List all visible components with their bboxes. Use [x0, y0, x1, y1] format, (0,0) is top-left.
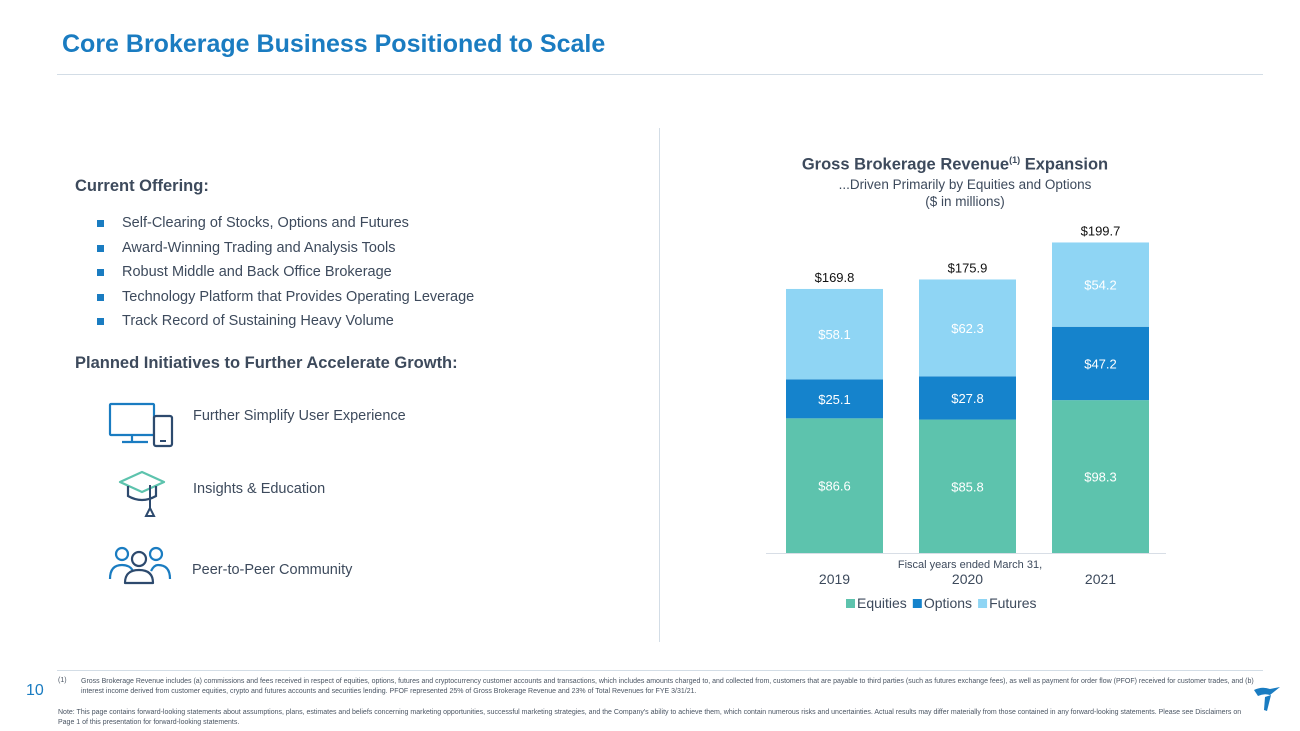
- data-label: $86.6: [818, 479, 851, 494]
- community-icon: [108, 546, 172, 585]
- list-item: Robust Middle and Back Office Brokerage: [97, 261, 474, 286]
- footnote-marker: (1): [58, 677, 67, 684]
- legend-swatch: [912, 599, 922, 608]
- data-label: $54.2: [1084, 278, 1117, 293]
- list-item: Self-Clearing of Stocks, Options and Fut…: [97, 212, 474, 237]
- list-item: Track Record of Sustaining Heavy Volume: [97, 310, 474, 335]
- bullet-icon: [97, 244, 104, 252]
- page-title: Core Brokerage Business Positioned to Sc…: [62, 30, 606, 58]
- legend-label: Equities: [857, 595, 907, 611]
- bar-segment-equities: [919, 419, 1016, 553]
- data-label: $98.3: [1084, 470, 1117, 485]
- data-label: $27.8: [951, 391, 984, 406]
- current-offering-list: Self-Clearing of Stocks, Options and Fut…: [97, 212, 474, 335]
- bullet-icon: [97, 293, 104, 301]
- bar-segment-options: [786, 379, 883, 419]
- bar-segment-options: [1052, 326, 1149, 401]
- footnote-text: Gross Brokerage Revenue includes (a) com…: [81, 678, 1254, 695]
- total-label: $169.8: [815, 270, 855, 285]
- total-label: $175.9: [948, 260, 988, 275]
- x-tick-label: 2021: [1085, 571, 1116, 587]
- x-tick-label: 2020: [952, 571, 983, 587]
- disclaimer-note: Note: This page contains forward-looking…: [58, 709, 1242, 726]
- devices-icon: [108, 402, 174, 448]
- legend-label: Futures: [989, 595, 1036, 611]
- initiative-label: Insights & Education: [193, 481, 326, 497]
- chart-title: Gross Brokerage Revenue(1) Expansion: [801, 155, 1109, 174]
- x-axis-label: Fiscal years ended March 31,: [898, 559, 1042, 571]
- bullet-icon: [97, 269, 104, 276]
- total-label: $199.7: [1081, 223, 1121, 238]
- bar-segment-futures: [1052, 242, 1149, 327]
- initiative-label: Further Simplify User Experience: [193, 408, 406, 424]
- current-offering-heading: Current Offering:: [75, 177, 209, 195]
- bar-segment-futures: [786, 288, 883, 380]
- logo-icon: [1254, 687, 1280, 711]
- bar-segment-options: [919, 376, 1016, 420]
- list-item: Technology Platform that Provides Operat…: [97, 286, 474, 311]
- initiative-label: Peer-to-Peer Community: [192, 562, 353, 578]
- x-tick-label: 2019: [819, 571, 850, 587]
- chart-units: ($ in millions): [925, 194, 1005, 209]
- data-label: $47.2: [1084, 356, 1117, 371]
- bar-segment-equities: [786, 418, 883, 553]
- chart-subtitle: ...Driven Primarily by Equities and Opti…: [838, 177, 1092, 192]
- footer-divider: [57, 670, 1263, 671]
- column-divider: [659, 128, 660, 642]
- legend-label: Options: [924, 595, 972, 611]
- bullet-icon: [97, 318, 104, 325]
- list-item: Award-Winning Trading and Analysis Tools: [97, 237, 474, 262]
- data-label: $62.3: [951, 321, 984, 336]
- title-divider: [57, 74, 1263, 75]
- bullet-icon: [97, 220, 104, 227]
- data-label: $25.1: [818, 392, 851, 407]
- bar-segment-equities: [1052, 400, 1149, 553]
- page-number: 10: [26, 682, 44, 699]
- initiatives-heading: Planned Initiatives to Further Accelerat…: [75, 354, 458, 372]
- legend-swatch: [978, 599, 988, 608]
- revenue-chart: $86.6 $25.1 $58.1 $169.8 2019 $85.8 $27.8 $62.3…: [766, 223, 1166, 611]
- bar-segment-futures: [919, 279, 1016, 377]
- legend-swatch: [846, 599, 855, 608]
- data-label: $58.1: [818, 327, 851, 342]
- data-label: $85.8: [951, 479, 984, 494]
- graduation-cap-icon: [118, 470, 166, 517]
